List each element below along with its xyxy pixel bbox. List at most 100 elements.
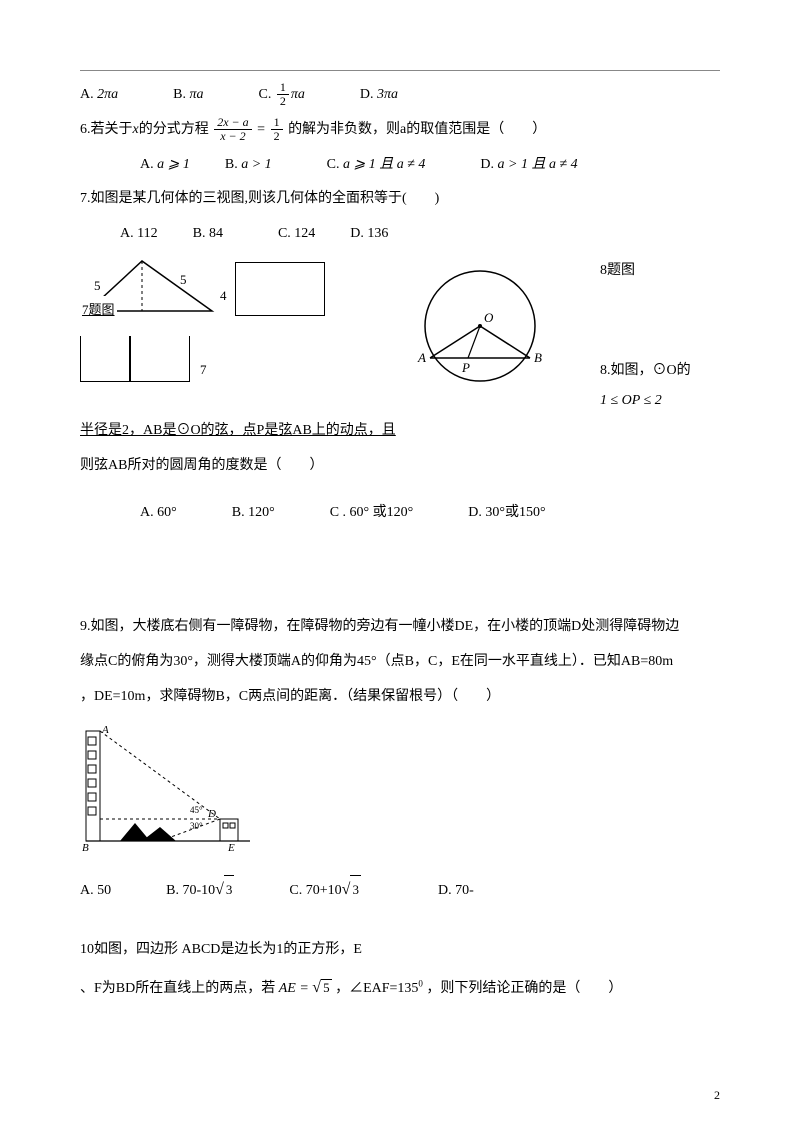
q6-lhs-num: 2x − a — [214, 116, 251, 130]
q7-bottom-divider — [129, 336, 131, 382]
q7-optC-label: C. — [278, 219, 291, 250]
q9-optB-sqrt: √3 — [215, 872, 234, 907]
q9-D: D — [207, 808, 216, 820]
q9-B: B — [82, 842, 89, 853]
q8-A: A — [417, 350, 426, 365]
q8-stem-line1: 半径是2，AB是⊙O的弦，点P是弦AB上的动点，且 — [80, 423, 396, 438]
q6-optB-label: B. — [225, 150, 238, 181]
q10-ae: AE = — [279, 981, 313, 996]
q8-O: O — [484, 310, 494, 325]
q6-lhs-den: x − 2 — [214, 130, 251, 143]
q8-line1-wrap: 半径是2，AB是⊙O的弦，点P是弦AB上的动点，且 — [80, 416, 720, 447]
q9-45: 45° — [190, 805, 203, 815]
q7-stem: 7.如图是某几何体的三视图,则该几何体的全面积等于( ) — [80, 184, 720, 215]
q8-optC-label: C . — [330, 498, 346, 529]
q8-figure-label: 8题图 — [600, 256, 635, 287]
q8-stem-line3: 则弦AB所对的圆周角的度数是（ ） — [80, 451, 720, 482]
circle-icon: O A B P — [410, 266, 550, 396]
q6-rhs-den: 2 — [271, 130, 283, 143]
q7-figure-label: 7题图 — [80, 296, 117, 325]
q10-stem2: 、F为BD所在直线上的两点，若 AE = √5 ，∠EAF=1350 ，则下列结… — [80, 970, 720, 1005]
q8-optA: 60° — [157, 498, 177, 529]
q7-optD: 136 — [367, 219, 388, 250]
q9-options: A. 50 B. 70-10√3 C. 70+10√3 D. 70- — [80, 872, 720, 907]
q5-optC-frac: 1 2 — [277, 81, 289, 108]
q6-optA: a ⩾ 1 — [157, 150, 190, 181]
q8-P: P — [461, 360, 470, 375]
q7-q8-figure-area: 5 5 7题图 4 7 O A B P 8题图 8.如图，⊙O的 1 ≤ OP … — [80, 256, 720, 416]
q9-A: A — [101, 724, 109, 736]
q9-30: 30° — [190, 821, 203, 831]
q6-options: A. a ⩾ 1 B. a > 1 C. a ⩾ 1 且 a ≠ 4 D. a … — [80, 150, 720, 181]
q9-optB-rad: 3 — [224, 875, 235, 905]
q6-optD: a > 1 且 a ≠ 4 — [498, 150, 578, 181]
q10-deg-sup: 0 — [418, 978, 423, 988]
page-number: 2 — [714, 1082, 720, 1108]
q10-sqrt5: √5 — [312, 981, 331, 996]
q7-rect-4: 4 — [220, 282, 227, 311]
q10-text-a: 、F为BD所在直线上的两点，若 — [80, 981, 279, 996]
q7-optA: 112 — [137, 219, 157, 250]
q5-optA-label: A. — [80, 80, 94, 111]
q7-bottom-7: 7 — [200, 356, 207, 385]
q9-stem-3: ，DE=10m，求障碍物B，C两点间的距离．（结果保留根号）（ ） — [80, 682, 720, 713]
q7-options: A. 112 B. 84 C. 124 D. 136 — [80, 219, 720, 250]
q6-optB: a > 1 — [241, 150, 271, 181]
q9-optA: 50 — [97, 876, 111, 907]
q8-B: B — [534, 350, 542, 365]
q8-stem-right: 8.如图，⊙O的 — [600, 356, 691, 387]
q7-optD-label: D. — [350, 219, 364, 250]
q5-optB-val: πa — [189, 80, 203, 111]
q5-optA-val: 2πa — [97, 80, 118, 111]
q5-optC-num: 1 — [277, 81, 289, 95]
q10-stem1: 10如图，四边形 ABCD是边长为1的正方形，E — [80, 935, 720, 966]
q9-optC-rad: 3 — [350, 875, 361, 905]
q8-optD-label: D. — [468, 498, 482, 529]
q8-optD: 30°或150° — [485, 498, 545, 529]
q8-optC: 60° 或120° — [350, 498, 414, 529]
q8-options: A. 60° B. 120° C . 60° 或120° D. 30°或150° — [80, 498, 720, 529]
q7-optB-label: B. — [193, 219, 206, 250]
spacer — [80, 532, 720, 612]
q7-optC: 124 — [294, 219, 315, 250]
q9-stem-1: 9.如图，大楼底右侧有一障碍物，在障碍物的旁边有一幢小楼DE，在小楼的顶端D处测… — [80, 612, 720, 643]
q8-range: 1 ≤ OP ≤ 2 — [600, 386, 662, 417]
q9-optA-label: A. — [80, 876, 94, 907]
q5-optD-label: D. — [360, 80, 374, 111]
q7-tri-5-right: 5 — [180, 266, 187, 295]
page-header-rule — [80, 70, 720, 71]
q6-rhs-num: 1 — [271, 116, 283, 130]
q6-rhs-frac: 1 2 — [271, 116, 283, 143]
q5-optC-den: 2 — [277, 95, 289, 108]
q6-optD-label: D. — [480, 150, 494, 181]
q9-optD-label: D. — [438, 876, 452, 907]
q7-optA-label: A. — [120, 219, 134, 250]
q7-optB: 84 — [209, 219, 223, 250]
q5-optC-label: C. — [259, 80, 272, 111]
q6-optC: a ⩾ 1 且 a ≠ 4 — [343, 150, 425, 181]
q6-text-a: 6.若关于 — [80, 122, 133, 137]
q9-E: E — [227, 842, 235, 853]
q9-C: C — [158, 831, 165, 842]
q10-text-b: ，∠EAF=135 — [335, 981, 418, 996]
q5-optC-tail: πa — [291, 80, 305, 111]
q8-optB-label: B. — [232, 498, 245, 529]
q6-eq: = — [257, 122, 268, 137]
q6-lhs-frac: 2x − a x − 2 — [214, 116, 251, 143]
q9-optD: 70- — [455, 876, 474, 907]
spacer2 — [80, 911, 720, 935]
q5-optD-val: 3πa — [377, 80, 398, 111]
q9-optB-label: B. — [166, 876, 179, 907]
q10-text-c: ，则下列结论正确的是（ ） — [426, 981, 622, 996]
q9-stem-2: 缘点C的俯角为30°，测得大楼顶端A的仰角为45°（点B，C，E在同一水平直线上… — [80, 647, 720, 678]
q6-optA-label: A. — [140, 150, 154, 181]
q6-text-c: 的解为非负数，则a的取值范围是（ ） — [288, 122, 546, 137]
q6-optC-label: C. — [327, 150, 340, 181]
q6-text-b: 的分式方程 — [139, 122, 209, 137]
q7-bottom-view — [80, 336, 190, 382]
q5-options: A. 2πa B. πa C. 1 2 πa D. 3πa — [80, 80, 720, 111]
q8-optA-label: A. — [140, 498, 154, 529]
q9-optC-pre: 70+10 — [306, 876, 342, 907]
q7-rect-view — [235, 262, 325, 316]
q9-figure: A B D E C 45° 30° — [80, 723, 260, 853]
